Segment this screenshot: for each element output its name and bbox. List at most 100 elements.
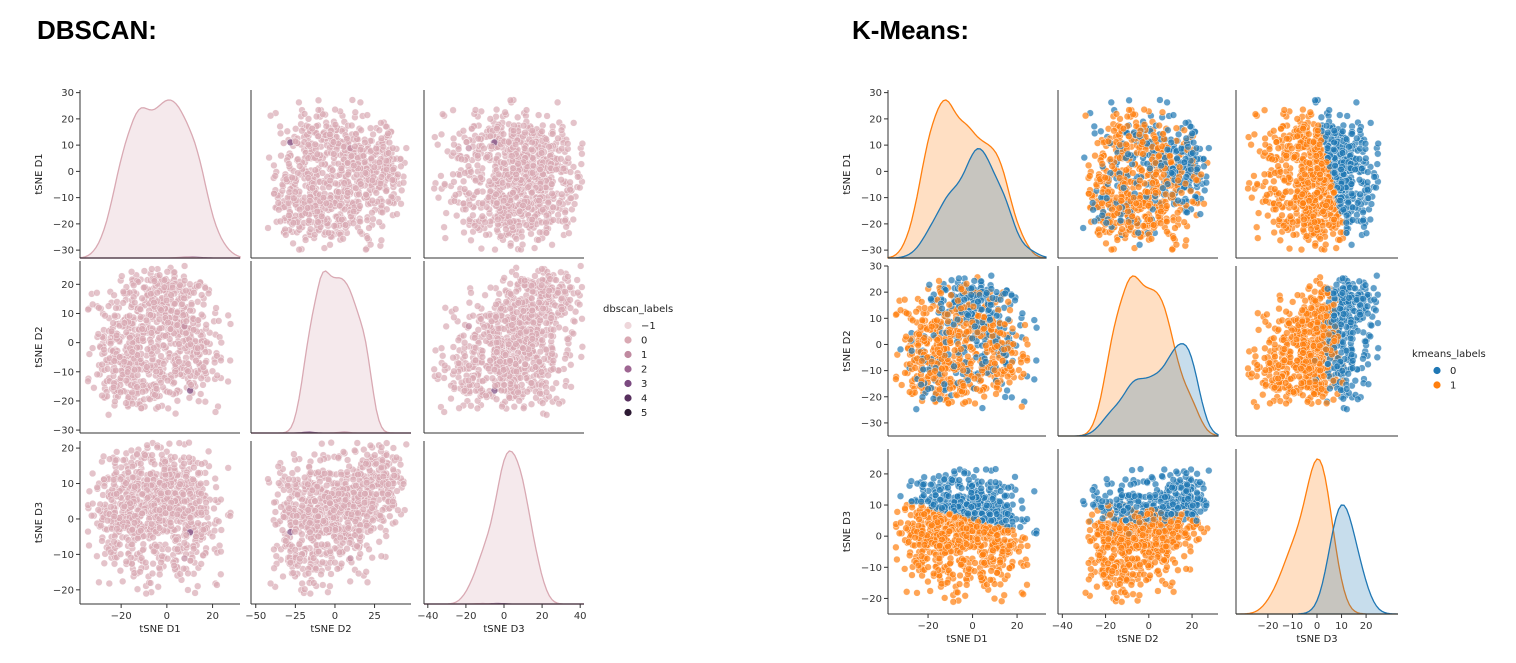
scatter-point bbox=[502, 225, 510, 233]
scatter-point bbox=[542, 346, 550, 354]
scatter-point bbox=[278, 526, 287, 534]
scatter-point bbox=[154, 583, 162, 591]
scatter-point bbox=[190, 326, 198, 334]
scatter-point bbox=[184, 360, 192, 368]
scatter-point bbox=[296, 162, 304, 170]
scatter-point bbox=[512, 170, 520, 179]
scatter-point bbox=[93, 370, 101, 379]
scatter-point bbox=[542, 219, 550, 227]
scatter-point bbox=[450, 134, 458, 143]
scatter-point bbox=[477, 315, 485, 323]
scatter-point bbox=[148, 265, 156, 273]
scatter-point bbox=[495, 290, 503, 298]
scatter-point bbox=[217, 356, 225, 365]
kde-curve-c0 bbox=[251, 270, 411, 434]
scatter-point bbox=[291, 188, 299, 196]
scatter-point bbox=[368, 209, 376, 217]
scatter-point bbox=[137, 460, 145, 468]
scatter-point bbox=[280, 139, 288, 147]
scatter-point bbox=[133, 450, 141, 458]
y-tick-label: 0 bbox=[68, 514, 74, 525]
scatter-point bbox=[542, 229, 550, 237]
scatter-point bbox=[155, 271, 164, 279]
scatter-point bbox=[509, 314, 517, 322]
scatter-point bbox=[94, 330, 102, 338]
scatter-point bbox=[440, 223, 448, 231]
scatter-point bbox=[461, 339, 469, 347]
scatter-point bbox=[482, 231, 490, 239]
y-tick-label: 10 bbox=[61, 479, 74, 490]
scatter-point bbox=[356, 550, 364, 558]
scatter-point bbox=[308, 184, 317, 192]
scatter-point bbox=[161, 332, 169, 340]
scatter-point bbox=[521, 129, 529, 137]
scatter-point bbox=[542, 319, 550, 327]
scatter-point bbox=[389, 444, 398, 452]
scatter-point bbox=[469, 312, 477, 320]
scatter-point bbox=[464, 162, 473, 170]
scatter-point bbox=[122, 557, 130, 566]
scatter-point bbox=[430, 365, 438, 373]
scatter-point bbox=[101, 312, 109, 320]
scatter-point bbox=[561, 288, 569, 296]
scatter-point bbox=[179, 311, 187, 319]
scatter-point bbox=[473, 161, 482, 170]
scatter-point bbox=[564, 154, 572, 163]
scatter-point bbox=[134, 534, 142, 542]
scatter-point bbox=[344, 189, 352, 197]
y-tick-label: 10 bbox=[61, 309, 74, 320]
scatter-point bbox=[322, 122, 331, 130]
scatter-point bbox=[499, 130, 508, 138]
scatter-point bbox=[336, 533, 344, 542]
scatter-point bbox=[521, 144, 529, 152]
scatter-point bbox=[506, 280, 514, 288]
scatter-point bbox=[473, 381, 481, 390]
scatter-point bbox=[542, 411, 551, 419]
scatter-point bbox=[173, 510, 181, 519]
scatter-point bbox=[549, 326, 558, 334]
scatter-point bbox=[473, 188, 481, 196]
scatter-point bbox=[542, 388, 551, 396]
scatter-point bbox=[522, 327, 530, 335]
scatter-point bbox=[326, 130, 334, 139]
scatter-point bbox=[199, 381, 207, 389]
scatter-point bbox=[131, 483, 139, 491]
scatter-point bbox=[94, 506, 102, 514]
scatter-point bbox=[495, 325, 503, 333]
scatter-point bbox=[172, 410, 180, 418]
scatter-point bbox=[100, 482, 109, 490]
scatter-point bbox=[461, 169, 469, 177]
scatter-point bbox=[498, 402, 506, 411]
scatter-point bbox=[143, 363, 151, 371]
scatter-point bbox=[89, 300, 97, 309]
scatter-point bbox=[500, 197, 508, 205]
scatter-point bbox=[459, 127, 468, 135]
scatter-point bbox=[494, 215, 502, 223]
scatter-point bbox=[137, 404, 146, 412]
scatter-point bbox=[361, 169, 370, 177]
y-tick-label: −20 bbox=[53, 585, 74, 596]
scatter-point bbox=[516, 319, 524, 327]
scatter-point bbox=[158, 451, 166, 459]
scatter-point bbox=[146, 470, 155, 478]
scatter-point bbox=[449, 354, 457, 362]
scatter-point bbox=[539, 399, 547, 407]
scatter-point bbox=[167, 325, 175, 333]
scatter-point bbox=[570, 119, 578, 127]
scatter-point bbox=[95, 578, 103, 586]
scatter-point bbox=[110, 560, 119, 568]
scatter-point bbox=[455, 145, 463, 153]
scatter-point bbox=[566, 178, 574, 186]
scatter-point bbox=[384, 129, 392, 138]
scatter-point bbox=[377, 119, 385, 127]
scatter-point bbox=[181, 497, 189, 506]
scatter-point bbox=[148, 451, 156, 459]
scatter-point bbox=[442, 209, 450, 217]
scatter-point bbox=[393, 210, 401, 218]
scatter-point bbox=[492, 313, 500, 321]
scatter-point bbox=[500, 366, 508, 374]
scatter-point bbox=[100, 559, 108, 567]
scatter-point bbox=[182, 531, 190, 539]
